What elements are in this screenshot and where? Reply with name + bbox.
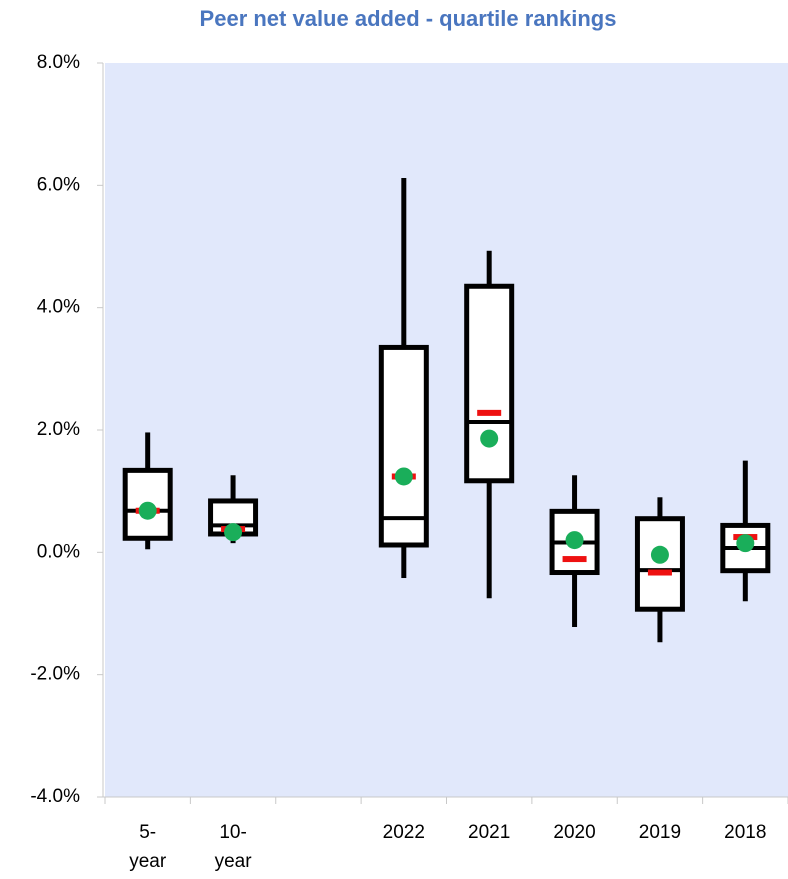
mean-dot — [565, 531, 584, 550]
y-tick-label: 2.0% — [37, 419, 80, 440]
x-tick-label: 5-year — [129, 822, 167, 872]
x-tick-label: 2019 — [638, 822, 682, 843]
x-tick-label: 10-year — [214, 822, 252, 872]
y-tick-label: 8.0% — [37, 52, 80, 73]
y-tick-label: 4.0% — [37, 297, 80, 318]
mean-dot — [138, 501, 157, 520]
box — [464, 283, 515, 484]
y-tick-label: -4.0% — [30, 786, 80, 807]
marker-dash — [562, 556, 587, 563]
plot-area — [105, 63, 788, 797]
y-tick-label: 6.0% — [37, 174, 80, 195]
mean-dot — [224, 523, 243, 542]
chart-title: Peer net value added - quartile rankings — [200, 6, 617, 31]
box — [634, 516, 685, 612]
mean-dot — [480, 429, 499, 448]
box — [378, 344, 429, 548]
marker-dash — [477, 409, 502, 416]
x-tick-label: 2018 — [724, 822, 767, 843]
mean-dot — [394, 467, 413, 486]
x-tick-label: 2021 — [468, 822, 511, 843]
y-tick-label: 0.0% — [37, 541, 80, 562]
x-tick-label: 2022 — [382, 822, 425, 843]
marker-dash — [647, 569, 672, 576]
mean-dot — [736, 534, 755, 553]
x-tick-label: 2020 — [553, 822, 596, 843]
y-tick-label: -2.0% — [30, 664, 80, 685]
mean-dot — [650, 545, 669, 564]
